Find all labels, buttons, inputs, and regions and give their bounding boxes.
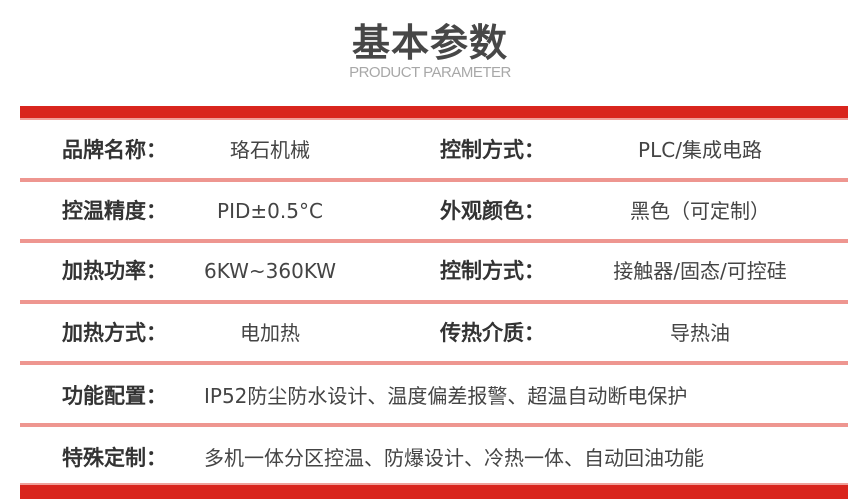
- param-value: 6KW~360KW: [203, 259, 336, 283]
- row-divider: [20, 300, 848, 304]
- param-label: 功能配置：: [62, 384, 167, 408]
- param-value: 导热油: [670, 321, 730, 345]
- param-value: 黑色（可定制）: [630, 199, 770, 223]
- page-title: 基本参数: [351, 21, 508, 65]
- page-subtitle: PRODUCT PARAMETER: [349, 64, 511, 81]
- param-label: 加热方式：: [62, 321, 167, 345]
- row-divider: [20, 178, 848, 182]
- param-label: 外观颜色：: [440, 199, 545, 223]
- param-row: 加热功率： 6KW~360KW 控制方式： 接触器/固态/可控硅: [20, 242, 848, 300]
- param-label: 加热功率：: [62, 259, 167, 283]
- param-value: 接触器/固态/可控硅: [613, 259, 787, 283]
- param-label: 特殊定制：: [62, 446, 167, 470]
- param-label: 控温精度：: [62, 199, 167, 223]
- param-row: 控温精度： PID±0.5°C 外观颜色： 黑色（可定制）: [20, 182, 848, 240]
- param-row: 功能配置： IP52防尘防水设计、温度偏差报警、超温自动断电保护: [20, 367, 848, 425]
- row-divider: [20, 423, 848, 427]
- top-red-bar: [20, 106, 848, 120]
- param-label: 控制方式：: [440, 138, 545, 162]
- param-row: 品牌名称： 珞石机械 控制方式： PLC/集成电路: [20, 121, 848, 179]
- param-label: 传热介质：: [440, 321, 545, 345]
- bottom-red-bar: [20, 483, 848, 499]
- param-row: 特殊定制： 多机一体分区控温、防爆设计、冷热一体、自动回油功能: [20, 429, 848, 487]
- param-value: PID±0.5°C: [217, 199, 323, 223]
- param-value: 电加热: [240, 321, 300, 345]
- row-divider: [20, 239, 848, 243]
- row-divider: [20, 361, 848, 365]
- param-label: 品牌名称：: [62, 138, 167, 162]
- param-value: IP52防尘防水设计、温度偏差报警、超温自动断电保护: [204, 384, 688, 408]
- param-row: 加热方式： 电加热 传热介质： 导热油: [20, 304, 848, 362]
- param-value: PLC/集成电路: [638, 138, 762, 162]
- param-value: 多机一体分区控温、防爆设计、冷热一体、自动回油功能: [204, 446, 704, 470]
- param-label: 控制方式：: [440, 259, 545, 283]
- param-value: 珞石机械: [230, 138, 310, 162]
